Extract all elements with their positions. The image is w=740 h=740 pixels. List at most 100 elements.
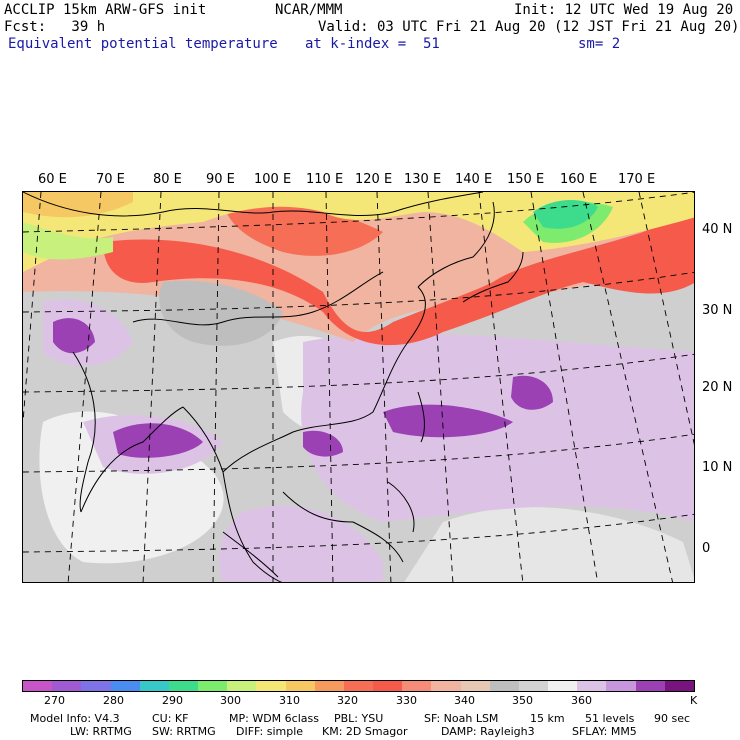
sumatra-coast	[222, 531, 279, 578]
footer-item: DAMP: Rayleigh3	[441, 725, 535, 738]
colorbar-swatch	[227, 681, 257, 691]
colorbar-label: 290	[162, 694, 183, 707]
colorbar-swatch	[285, 681, 315, 691]
colorbar-swatch	[198, 681, 228, 691]
colorbar-label: 280	[103, 694, 124, 707]
colorbar-swatch	[577, 681, 607, 691]
colorbar-swatch	[489, 681, 519, 691]
model-title: ACCLIP 15km ARW-GFS init	[4, 2, 207, 18]
lat-label: 10 N	[702, 460, 733, 475]
field-patch	[511, 375, 553, 410]
institution-label: NCAR/MMM	[275, 2, 343, 18]
lon-label: 60 E	[38, 172, 67, 187]
graticule	[23, 192, 694, 582]
colorbar-label: 310	[279, 694, 300, 707]
colorbar-swatch	[81, 681, 111, 691]
init-time: Init: 12 UTC Wed 19 Aug 20	[514, 2, 734, 18]
colorbar-swatch	[110, 681, 140, 691]
lon-label: 140 E	[455, 172, 493, 187]
lat-label: 30 N	[702, 303, 733, 318]
map-panel	[22, 191, 695, 583]
coastline	[182, 406, 283, 582]
field-name: Equivalent potential temperature	[8, 36, 278, 52]
theta-e-field	[23, 192, 694, 582]
footer-item: MP: WDM 6class	[229, 712, 319, 725]
lon-label: 130 E	[404, 172, 442, 187]
colorbar-unit: K	[690, 694, 698, 707]
footer-item: 90 sec	[654, 712, 691, 725]
footer-item: SF: Noah LSM	[424, 712, 499, 725]
field-patch	[23, 192, 133, 218]
philippines-coast	[387, 481, 415, 533]
colorbar-label: 320	[337, 694, 358, 707]
colorbar-swatch	[168, 681, 199, 691]
colorbar-swatch	[402, 681, 432, 691]
field-patch	[223, 201, 383, 256]
colorbar-swatch	[23, 681, 53, 691]
valid-time: Valid: 03 UTC Fri 21 Aug 20 (12 JST Fri …	[318, 19, 740, 35]
lon-label: 110 E	[306, 172, 344, 187]
border-line	[132, 271, 384, 326]
lat-label: 0	[702, 541, 711, 556]
field-patch	[303, 430, 343, 457]
colorbar-swatch	[139, 681, 169, 691]
footer-item: KM: 2D Smagor	[322, 725, 408, 738]
colorbar-swatch	[256, 681, 286, 691]
colorbar	[22, 680, 695, 692]
lon-label: 90 E	[206, 172, 235, 187]
footer-item: SW: RRTMG	[152, 725, 216, 738]
colorbar-label: 330	[396, 694, 417, 707]
field-patch	[23, 192, 694, 272]
colorbar-swatch	[343, 681, 374, 691]
border-line	[23, 192, 484, 217]
field-patch	[404, 507, 694, 582]
field-patch	[53, 318, 95, 354]
lat-label: 40 N	[702, 222, 733, 237]
colorbar-label: 300	[220, 694, 241, 707]
footer-item: LW: RRTMG	[70, 725, 132, 738]
coastline	[222, 286, 426, 473]
colorbar-swatch	[460, 681, 490, 691]
footer-item: Model Info: V4.3	[30, 712, 120, 725]
lon-label: 160 E	[560, 172, 598, 187]
field-patch	[383, 404, 513, 438]
forecast-hour: Fcst: 39 h	[4, 19, 106, 35]
colorbar-swatch	[518, 681, 549, 691]
coastline	[417, 201, 495, 288]
footer-item: 15 km	[530, 712, 565, 725]
lon-label: 70 E	[96, 172, 125, 187]
colorbar-swatch	[431, 681, 461, 691]
colorbar-label: 270	[44, 694, 65, 707]
lon-label: 100 E	[254, 172, 292, 187]
colorbar-swatch	[373, 681, 403, 691]
colorbar-swatch	[548, 681, 578, 691]
lon-label: 80 E	[153, 172, 182, 187]
footer-item: DIFF: simple	[236, 725, 304, 738]
smoothing-label: sm= 2	[578, 36, 621, 52]
level-label: at k-index = 51	[305, 36, 440, 52]
coastlines	[23, 192, 524, 582]
colorbar-swatch	[664, 681, 694, 691]
longitude-line	[638, 192, 694, 445]
taiwan-philippines-coast	[417, 391, 425, 443]
lon-label: 170 E	[618, 172, 656, 187]
japan-coast	[462, 251, 524, 303]
coastline	[72, 351, 96, 513]
footer-item: PBL: YSU	[334, 712, 384, 725]
coastline	[80, 406, 184, 513]
lat-label: 20 N	[702, 380, 733, 395]
field-patch	[533, 200, 598, 229]
footer-item: 51 levels	[585, 712, 635, 725]
longitude-line	[582, 192, 674, 582]
borneo-coast	[282, 491, 404, 563]
footer-item: CU: KF	[152, 712, 189, 725]
field-patch	[113, 423, 203, 458]
colorbar-label: 360	[571, 694, 592, 707]
longitude-line	[530, 192, 599, 582]
field-patch	[159, 280, 283, 346]
colorbar-swatch	[635, 681, 665, 691]
field-patch	[103, 212, 694, 346]
colorbar-label: 350	[512, 694, 533, 707]
lon-label: 150 E	[507, 172, 545, 187]
colorbar-swatch	[314, 681, 344, 691]
